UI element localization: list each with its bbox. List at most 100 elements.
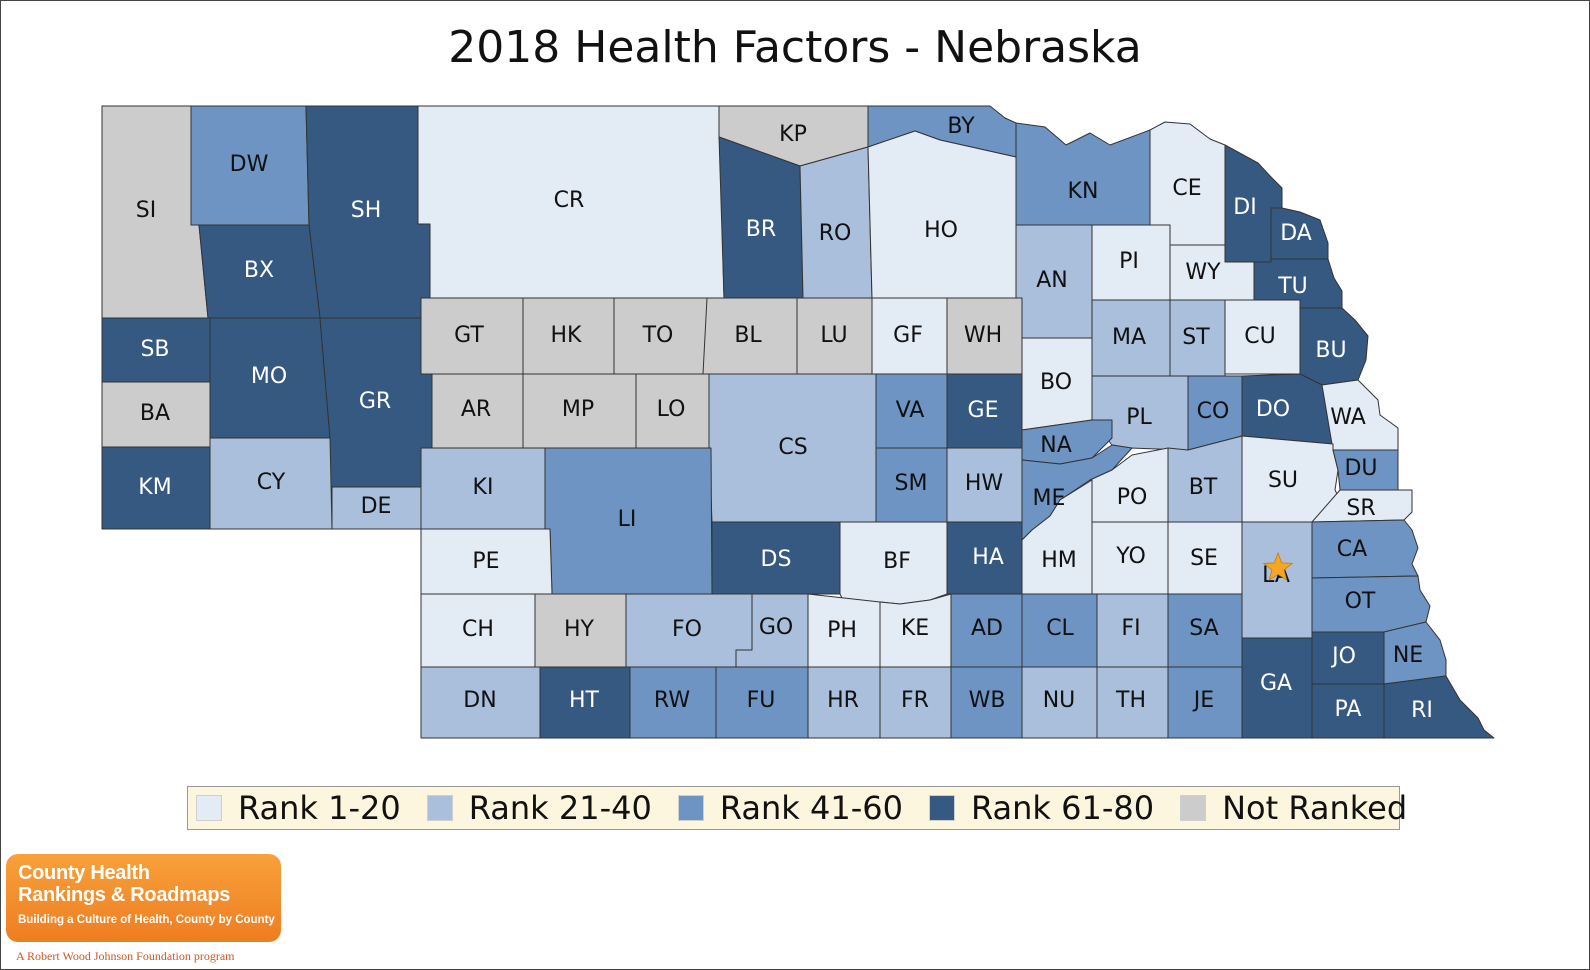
county-label-su: SU (1268, 468, 1298, 493)
county-label-lo: LO (657, 397, 686, 422)
legend-swatch-r4 (928, 795, 955, 821)
county-label-dw: DW (230, 152, 269, 177)
county-label-an: AN (1036, 268, 1068, 293)
county-label-sa: SA (1189, 616, 1218, 641)
county-label-si: SI (136, 198, 156, 223)
county-label-se: SE (1190, 546, 1218, 571)
legend-label-r3: Rank 41-60 (719, 789, 903, 827)
legend-item-r2: Rank 21-40 (426, 789, 652, 827)
county-label-du: DU (1344, 456, 1377, 481)
county-label-li: LI (618, 507, 637, 532)
map-title: 2018 Health Factors - Nebraska (448, 22, 1142, 73)
county-label-je: JE (1192, 688, 1214, 713)
county-label-pi: PI (1119, 249, 1139, 274)
county-label-bo: BO (1040, 370, 1072, 395)
legend-item-nr: Not Ranked (1180, 789, 1407, 827)
county-label-ph: PH (827, 618, 857, 643)
county-label-nu: NU (1043, 688, 1076, 713)
county-label-yo: YO (1115, 544, 1146, 569)
legend-swatch-r1 (196, 795, 222, 821)
county-label-ne: NE (1393, 643, 1423, 668)
map-legend: Rank 1-20 Rank 21-40 Rank 41-60 Rank 61-… (187, 786, 1407, 830)
county-label-de: DE (361, 494, 392, 519)
county-label-ro: RO (819, 221, 852, 246)
county-label-sh: SH (351, 198, 382, 223)
legend-swatch-r2 (426, 795, 453, 821)
county-label-gf: GF (893, 323, 923, 348)
county-label-tu: TU (1277, 274, 1308, 299)
legend-swatch-r3 (677, 795, 704, 821)
county-label-va: VA (896, 398, 925, 423)
county-label-gr: GR (359, 389, 391, 414)
county-label-hy: HY (564, 617, 595, 642)
legend-item-r4: Rank 61-80 (928, 789, 1155, 827)
county-label-bx: BX (244, 258, 274, 283)
logo-line-1: County Health (18, 862, 150, 884)
legend-label-r1: Rank 1-20 (238, 789, 401, 827)
county-label-st: ST (1182, 325, 1210, 350)
county-label-ce: CE (1172, 176, 1201, 201)
county-sr (1311, 489, 1413, 523)
county-label-ch: CH (462, 617, 494, 642)
county-label-bf: BF (883, 549, 911, 574)
county-label-ad: AD (971, 616, 1003, 641)
county-label-ma: MA (1112, 325, 1146, 350)
star-icon (1262, 551, 1294, 582)
legend-item-r3: Rank 41-60 (677, 789, 903, 827)
county-label-ge: GE (968, 398, 999, 423)
county-label-wy: WY (1185, 260, 1221, 285)
sponsor-text: A Robert Wood Johnson Foundation program (16, 949, 235, 963)
county-label-na: NA (1040, 433, 1072, 458)
county-label-ke: KE (901, 616, 929, 641)
legend-label-r4: Rank 61-80 (970, 789, 1155, 827)
county-label-mp: MP (562, 397, 594, 422)
county-label-km: KM (138, 475, 171, 500)
county-label-lu: LU (820, 323, 847, 348)
county-label-pe: PE (472, 549, 499, 574)
county-label-ga: GA (1260, 671, 1292, 696)
county-label-sb: SB (140, 337, 169, 362)
county-label-fi: FI (1121, 616, 1140, 641)
county-label-cl: CL (1046, 616, 1074, 641)
county-label-wb: WB (969, 688, 1006, 713)
county-label-cs: CS (778, 435, 807, 460)
county-label-pl: PL (1126, 405, 1152, 430)
county-ri (1383, 675, 1495, 739)
county-label-cy: CY (257, 470, 286, 495)
county-label-wh: WH (964, 323, 1002, 348)
county-label-cu: CU (1244, 324, 1275, 349)
county-label-fr: FR (901, 688, 929, 713)
county-label-by: BY (947, 114, 975, 139)
county-label-ri: RI (1411, 698, 1433, 723)
county-label-br: BR (746, 217, 776, 242)
county-label-ca: CA (1337, 537, 1367, 562)
county-label-hm: HM (1041, 548, 1077, 573)
legend-swatch-nr (1180, 795, 1207, 821)
county-label-co: CO (1197, 399, 1230, 424)
county-kn (1015, 122, 1151, 226)
county-label-gt: GT (454, 323, 484, 348)
county-label-ar: AR (461, 397, 491, 422)
county-label-fu: FU (747, 688, 776, 713)
county-label-hk: HK (551, 323, 583, 348)
county-label-go: GO (759, 615, 793, 640)
logo-tagline: Building a Culture of Health, County by … (18, 914, 275, 926)
county-label-ds: DS (761, 547, 792, 572)
county-label-fo: FO (672, 617, 702, 642)
county-label-rw: RW (654, 688, 690, 713)
county-ho (867, 130, 1017, 299)
county-label-sr: SR (1346, 496, 1375, 521)
county-label-hw: HW (965, 471, 1004, 496)
county-label-kn: KN (1068, 179, 1099, 204)
county-label-di: DI (1233, 195, 1256, 220)
county-label-ki: KI (473, 475, 494, 500)
county-label-hr: HR (827, 688, 859, 713)
county-label-ht: HT (569, 688, 600, 713)
county-label-cr: CR (554, 188, 585, 213)
legend-label-r2: Rank 21-40 (468, 789, 652, 827)
county-label-me: ME (1033, 486, 1066, 511)
county-label-bt: BT (1189, 475, 1218, 500)
county-label-sm: SM (895, 471, 928, 496)
county-label-ha: HA (972, 545, 1004, 570)
